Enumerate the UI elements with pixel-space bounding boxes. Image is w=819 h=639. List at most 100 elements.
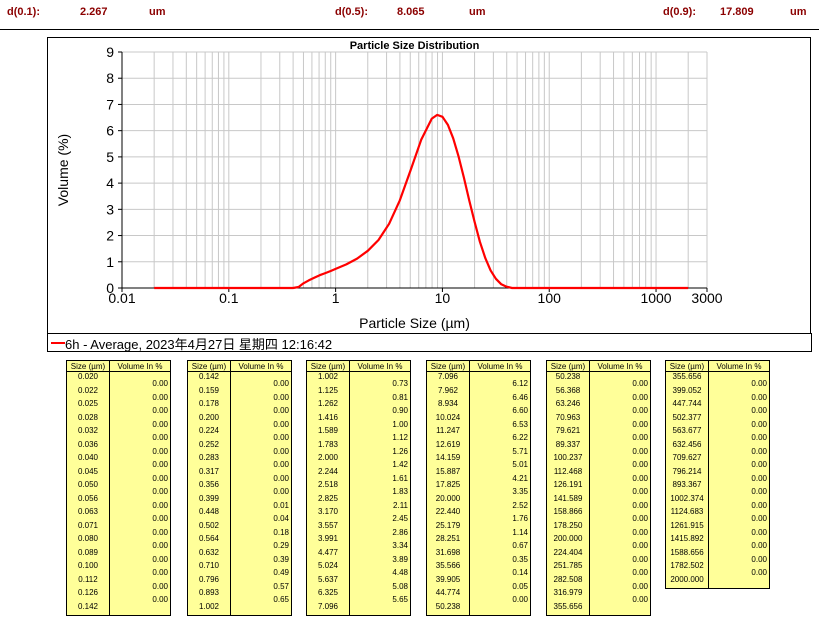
table-row: 7.096	[306, 601, 411, 616]
size-cell: 3.170	[306, 507, 350, 521]
y-tick-label: 3	[106, 201, 114, 217]
size-cell: 79.621	[546, 426, 590, 440]
table-row: 14.159 5.01	[426, 453, 531, 469]
size-cell: 7.096	[306, 601, 350, 616]
size-cell: 0.028	[66, 412, 110, 426]
size-cell: 0.710	[187, 561, 231, 575]
volume-column-header: Volume In %	[708, 360, 770, 372]
table-row: 70.963 0.00	[546, 412, 651, 429]
volume-cell: 0.00	[230, 480, 292, 496]
table-row: 1.125 0.81	[306, 385, 411, 402]
volume-cell: 0.00	[708, 507, 770, 523]
size-cell: 0.893	[187, 588, 231, 602]
size-column-header: Size (µm)	[306, 360, 350, 372]
volume-cell: 0.00	[109, 561, 171, 577]
volume-cell: 2.11	[349, 493, 411, 510]
table-row: 1261.915 0.00	[665, 520, 770, 537]
size-cell: 8.934	[426, 399, 470, 413]
x-tick-label: 10	[435, 290, 451, 306]
table-row: 0.632 0.39	[187, 547, 292, 564]
table-row: 100.237 0.00	[546, 453, 651, 469]
size-cell: 1415.892	[665, 534, 709, 548]
size-cell: 316.979	[546, 588, 590, 602]
volume-cell: 0.00	[589, 574, 651, 591]
size-cell: 7.096	[426, 371, 470, 386]
volume-cell: 0.90	[349, 399, 411, 415]
volume-cell	[589, 601, 651, 616]
volume-cell: 0.00	[589, 439, 651, 456]
size-column-header: Size (µm)	[66, 360, 110, 372]
volume-cell: 5.71	[469, 439, 531, 456]
volume-cell: 0.00	[708, 371, 770, 388]
volume-cell: 0.14	[469, 561, 531, 577]
size-cell: 0.142	[66, 601, 110, 616]
table-row: 0.356 0.00	[187, 480, 292, 496]
size-cell: 22.440	[426, 507, 470, 521]
d50-value: 8.065	[397, 6, 425, 18]
table-row: 17.825 3.35	[426, 480, 531, 496]
size-cell: 0.399	[187, 493, 231, 507]
table-row: 0.036 0.00	[66, 439, 171, 456]
size-cell: 50.238	[546, 371, 590, 386]
size-cell: 0.448	[187, 507, 231, 521]
table-row: 224.404 0.00	[546, 547, 651, 564]
table-row: 709.627 0.00	[665, 453, 770, 469]
table-row: 15.887 4.21	[426, 466, 531, 483]
table-row: 28.251 0.67	[426, 534, 531, 550]
table-row: 1002.374 0.00	[665, 493, 770, 510]
table-row: 20.000 2.52	[426, 493, 531, 510]
x-tick-label: 0.1	[219, 290, 239, 306]
table-row: 632.456 0.00	[665, 439, 770, 456]
volume-cell: 0.00	[109, 412, 171, 429]
volume-cell: 0.04	[230, 507, 292, 523]
size-column-header: Size (µm)	[546, 360, 590, 372]
chart-frame: 0 1 2 3 4 5 6 7 8 9 0.01 0.1 1 10 100 1000 3000 Particle …	[47, 37, 811, 337]
table-row: 158.866 0.00	[546, 507, 651, 523]
size-cell: 355.656	[665, 371, 709, 386]
table-row: 0.050 0.00	[66, 480, 171, 496]
y-tick-label: 1	[106, 254, 114, 270]
size-cell: 0.056	[66, 493, 110, 507]
volume-cell: 0.00	[708, 520, 770, 537]
table-row: 1.002	[187, 601, 292, 616]
volume-cell: 5.65	[349, 588, 411, 604]
d50-label: d(0.5):	[335, 6, 368, 18]
size-cell: 0.036	[66, 439, 110, 453]
table-row: 893.367 0.00	[665, 480, 770, 496]
size-cell: 355.656	[546, 601, 590, 616]
table-row: 2000.000	[665, 574, 770, 589]
size-column-header: Size (µm)	[665, 360, 709, 372]
volume-cell: 2.86	[349, 520, 411, 537]
size-cell: 1.416	[306, 412, 350, 426]
size-cell: 1782.502	[665, 561, 709, 575]
volume-cell: 0.00	[109, 426, 171, 442]
size-cell: 0.564	[187, 534, 231, 548]
d10-label: d(0.1):	[7, 6, 40, 18]
volume-cell: 1.76	[469, 507, 531, 523]
x-tick-label: 0.01	[108, 290, 135, 306]
table-row: 355.656 0.00	[665, 371, 770, 388]
table-row: 1.416 1.00	[306, 412, 411, 429]
table-row: 0.224 0.00	[187, 426, 292, 442]
size-cell: 0.089	[66, 547, 110, 561]
size-column-header: Size (µm)	[187, 360, 231, 372]
table-row: 89.337 0.00	[546, 439, 651, 456]
y-tick-label: 8	[106, 70, 114, 86]
volume-cell: 1.12	[349, 426, 411, 442]
d90-label: d(0.9):	[663, 6, 696, 18]
table-row: 10.024 6.53	[426, 412, 531, 429]
volume-cell: 0.00	[708, 561, 770, 577]
size-cell: 0.178	[187, 399, 231, 413]
volume-cell: 0.00	[109, 588, 171, 604]
table-row: 282.508 0.00	[546, 574, 651, 591]
size-cell: 2.244	[306, 466, 350, 480]
size-cell: 1002.374	[665, 493, 709, 507]
volume-cell: 3.89	[349, 547, 411, 564]
volume-cell: 0.00	[109, 534, 171, 550]
table-row: 22.440 1.76	[426, 507, 531, 523]
table-row: 0.142	[66, 601, 171, 616]
table-row: 44.774 0.00	[426, 588, 531, 604]
table-row: 7.096 6.12	[426, 371, 531, 388]
table-row: 0.317 0.00	[187, 466, 292, 483]
volume-cell: 0.00	[589, 453, 651, 469]
